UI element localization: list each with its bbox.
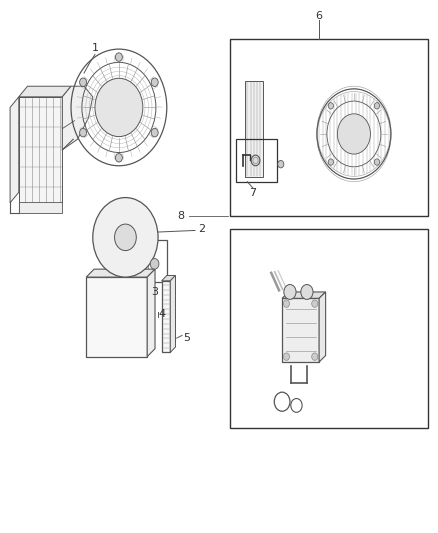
Circle shape: [93, 198, 158, 277]
Circle shape: [151, 128, 158, 137]
Bar: [162, 281, 170, 352]
Circle shape: [80, 128, 87, 137]
Circle shape: [283, 300, 290, 308]
Polygon shape: [170, 276, 176, 352]
Circle shape: [301, 285, 313, 300]
Polygon shape: [147, 269, 155, 357]
Polygon shape: [10, 97, 19, 203]
Circle shape: [312, 300, 318, 308]
Polygon shape: [19, 86, 71, 97]
Text: 5: 5: [183, 333, 190, 343]
Polygon shape: [319, 292, 325, 362]
Circle shape: [374, 159, 380, 165]
Polygon shape: [162, 276, 176, 281]
Circle shape: [328, 159, 333, 165]
Circle shape: [283, 353, 290, 360]
Bar: [282, 298, 319, 362]
Circle shape: [312, 353, 318, 360]
Bar: [86, 277, 147, 357]
Circle shape: [150, 259, 159, 269]
Circle shape: [95, 78, 143, 136]
Bar: [230, 229, 428, 428]
Bar: [119, 240, 167, 282]
Circle shape: [374, 103, 380, 109]
Text: 4: 4: [159, 309, 166, 319]
Polygon shape: [62, 86, 93, 150]
Circle shape: [284, 285, 296, 300]
Polygon shape: [245, 81, 262, 177]
Circle shape: [115, 224, 136, 251]
Circle shape: [151, 78, 158, 86]
Polygon shape: [19, 97, 62, 203]
Polygon shape: [19, 202, 62, 214]
Polygon shape: [86, 269, 155, 277]
Circle shape: [251, 155, 260, 166]
Text: 1: 1: [92, 43, 99, 53]
Circle shape: [328, 103, 333, 109]
Bar: [124, 257, 148, 276]
Bar: [230, 38, 428, 216]
Text: 2: 2: [198, 224, 205, 235]
Text: 7: 7: [249, 188, 257, 198]
Polygon shape: [102, 277, 149, 292]
Text: 6: 6: [316, 11, 323, 21]
Circle shape: [278, 160, 284, 168]
Polygon shape: [282, 292, 325, 298]
Circle shape: [116, 53, 122, 61]
Text: 8: 8: [177, 211, 184, 221]
Circle shape: [337, 114, 371, 154]
Circle shape: [80, 78, 87, 86]
Circle shape: [116, 154, 122, 162]
Text: 3: 3: [151, 287, 158, 297]
Bar: [236, 139, 277, 182]
